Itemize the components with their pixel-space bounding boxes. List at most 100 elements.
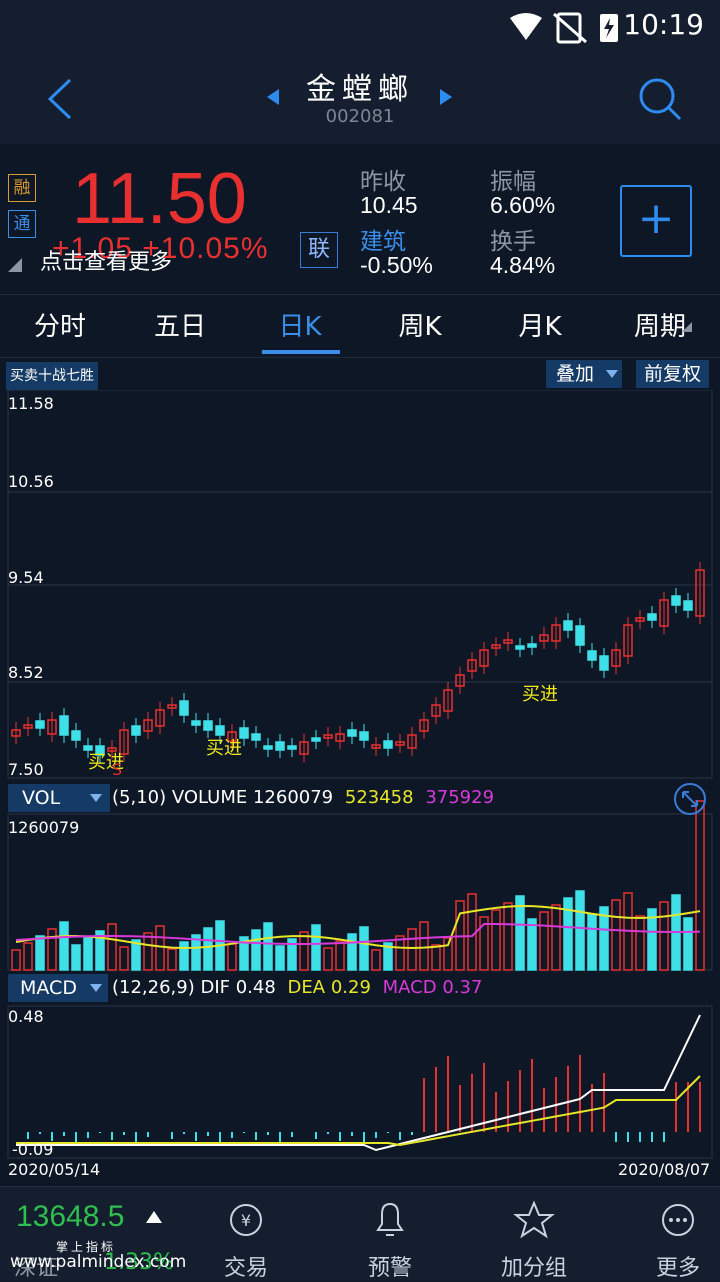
price-axis-label: 10.56 (8, 472, 54, 491)
candle (83, 745, 93, 751)
volume-bar (155, 925, 165, 971)
volume-bar (299, 931, 309, 971)
tab-monthly-k[interactable]: 月K (518, 312, 562, 342)
candle (623, 624, 633, 657)
next-stock-icon[interactable] (438, 87, 454, 107)
candle (119, 729, 129, 755)
amplitude-value: 6.60% (490, 192, 556, 218)
expand-up-icon[interactable] (146, 1211, 162, 1223)
lian-button[interactable]: 联 (300, 232, 338, 268)
volume-bar (551, 904, 561, 971)
tab-five-day[interactable]: 五日 (153, 312, 206, 342)
prev-stock-icon[interactable] (265, 87, 281, 107)
volume-bar (275, 945, 285, 971)
candle (455, 674, 465, 687)
indicator-select[interactable]: 买卖十战七胜 (6, 362, 98, 390)
macd-select-label: MACD (20, 977, 77, 999)
status-icons (510, 12, 618, 44)
candle (275, 741, 285, 751)
tab-period[interactable]: 周期 (633, 312, 686, 342)
macd-top-label: 0.48 (8, 1007, 44, 1026)
amplitude-label: 振幅 (490, 169, 536, 195)
active-tab-indicator (262, 350, 340, 354)
sector-label[interactable]: 建筑 (360, 229, 406, 255)
more-hint[interactable]: 点击查看更多 (40, 250, 173, 275)
nav-bar (0, 52, 720, 144)
price-axis-label: 8.52 (8, 663, 44, 682)
margin-tag: 融 (8, 174, 36, 202)
battery-charging-icon (600, 14, 618, 42)
volume-bar (251, 929, 261, 971)
tab-add-group[interactable]: 加分组 (500, 1256, 567, 1281)
overlay-label: 叠加 (556, 363, 595, 385)
candle (215, 725, 225, 736)
tab-intraday[interactable]: 分时 (33, 312, 86, 342)
tab-trade[interactable]: 交易 (223, 1256, 268, 1281)
tab-more[interactable]: 更多 (655, 1256, 700, 1281)
volume-bar (59, 921, 69, 971)
stock-code: 002081 (325, 106, 395, 127)
candle (131, 725, 141, 736)
candle (539, 634, 549, 642)
index-value[interactable]: 13648.5 (16, 1200, 125, 1233)
macd-macd-label: MACD (382, 977, 437, 998)
star-icon[interactable] (484, 1200, 584, 1240)
volume-bar (47, 928, 57, 971)
watermark: www.palmindex.com (10, 1252, 187, 1272)
candle (239, 727, 249, 739)
price-axis-label: 11.58 (8, 394, 54, 413)
tab-daily-k[interactable]: 日K (278, 312, 322, 342)
vol-info: (5,10) VOLUME 1260079 523458 375929 (112, 787, 494, 808)
volume-bar (683, 917, 693, 971)
candle (47, 719, 57, 735)
kline-chart[interactable] (0, 390, 720, 1186)
search-icon[interactable] (636, 75, 684, 123)
candle (647, 613, 657, 621)
macd-select[interactable]: MACD (8, 974, 108, 1002)
candles (11, 562, 705, 763)
alert-bell-icon[interactable] (340, 1200, 440, 1240)
volume-bar (371, 949, 381, 971)
tab-alert[interactable]: 预警 (367, 1256, 412, 1281)
candle (419, 719, 429, 732)
candle (23, 724, 33, 729)
trade-icon[interactable]: ¥ (196, 1200, 296, 1240)
candle (383, 740, 393, 749)
candle (671, 595, 681, 606)
volume-bar (131, 939, 141, 971)
candle (551, 624, 561, 642)
expand-corner-icon (8, 258, 22, 272)
start-date: 2020/05/14 (8, 1160, 101, 1179)
candle (515, 645, 525, 650)
clock: 10:19 (623, 8, 704, 41)
more-icon[interactable] (628, 1200, 720, 1240)
period-dropdown-icon (682, 322, 692, 332)
candle (371, 744, 381, 749)
adjust-select[interactable]: 前复权 (636, 360, 710, 388)
overlay-dropdown-icon (606, 370, 618, 378)
volume-bars (11, 800, 705, 971)
volume-bar (191, 934, 201, 971)
volume-bar (107, 923, 117, 971)
vol-select[interactable]: VOL (8, 784, 110, 812)
candle (695, 569, 705, 617)
back-icon[interactable] (44, 78, 76, 120)
candle (599, 655, 609, 671)
end-date: 2020/08/07 (618, 1160, 711, 1179)
volume-bar (599, 906, 609, 971)
candle (323, 734, 333, 739)
sector-change: -0.50% (360, 252, 433, 278)
fullscreen-icon[interactable] (673, 782, 707, 816)
volume-bar (635, 915, 645, 971)
macd-dea-value: 0.29 (330, 977, 371, 998)
candle (479, 649, 489, 667)
candle (95, 745, 105, 756)
volume-bar (179, 941, 189, 971)
volume-bar (71, 944, 81, 971)
volume-bar (395, 935, 405, 971)
candle (335, 733, 345, 742)
volume-bar (323, 947, 333, 971)
add-watchlist-button[interactable]: + (620, 185, 692, 257)
tab-weekly-k[interactable]: 周K (398, 312, 442, 342)
sell-signal-marker: S (112, 760, 123, 779)
